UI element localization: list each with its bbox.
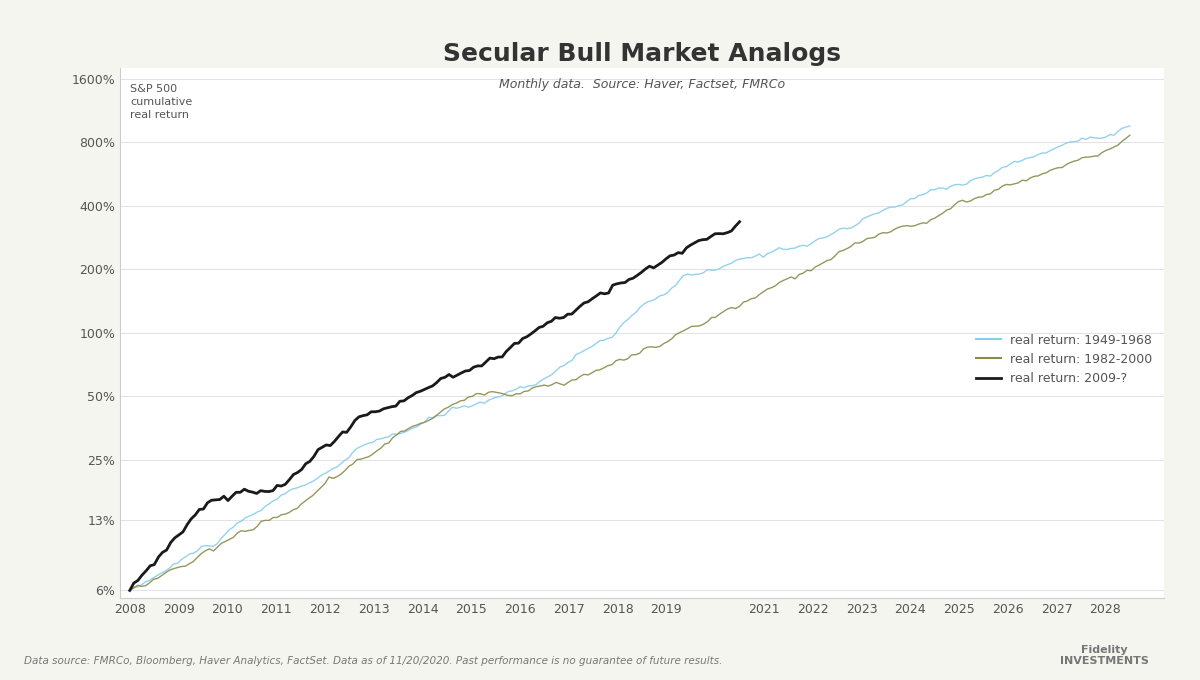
Text: S&P 500
cumulative
real return: S&P 500 cumulative real return [131, 84, 193, 120]
Text: Monthly data.  Source: Haver, Factset, FMRCo: Monthly data. Source: Haver, Factset, FM… [499, 78, 785, 91]
Title: Secular Bull Market Analogs: Secular Bull Market Analogs [443, 42, 841, 66]
Text: Fidelity
INVESTMENTS: Fidelity INVESTMENTS [1060, 645, 1148, 666]
Text: Data source: FMRCo, Bloomberg, Haver Analytics, FactSet. Data as of 11/20/2020. : Data source: FMRCo, Bloomberg, Haver Ana… [24, 656, 722, 666]
Legend: real return: 1949-1968, real return: 1982-2000, real return: 2009-?: real return: 1949-1968, real return: 198… [971, 329, 1158, 390]
